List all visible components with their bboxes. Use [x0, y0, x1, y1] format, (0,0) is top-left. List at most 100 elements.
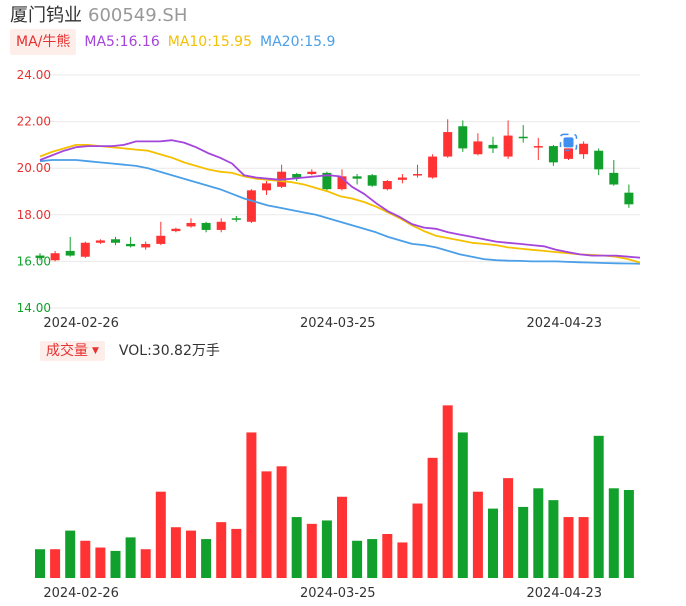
y-tick-label: 18.00 [17, 208, 51, 222]
volume-bar [201, 539, 212, 578]
volume-bar [518, 506, 529, 578]
candle-body [186, 222, 196, 227]
candle-body [594, 150, 604, 170]
volume-bar [503, 478, 514, 578]
candle-body [50, 253, 60, 261]
candle-body [397, 177, 407, 180]
candle-body [473, 141, 483, 155]
volume-bar [276, 466, 287, 578]
candle-body [95, 240, 105, 243]
volume-bar [110, 550, 121, 578]
volume-bar [488, 508, 498, 578]
event-marker-icon [563, 137, 574, 148]
volume-bar [261, 471, 272, 578]
volume-x-tick-label: 2024-03-25 [300, 586, 376, 601]
ma5-readout: MA5:16.16 [84, 34, 160, 50]
candle-body [518, 136, 528, 139]
volume-bar [442, 405, 453, 578]
candle-body [322, 172, 332, 190]
volume-bar [578, 517, 589, 578]
volume-x-tick-label: 2024-02-26 [43, 586, 119, 601]
volume-bar [186, 530, 196, 578]
volume-bar [35, 549, 45, 578]
candle-body [141, 243, 151, 248]
candle-body [216, 221, 226, 230]
candle-body [564, 148, 573, 159]
volume-selector[interactable]: 成交量 ▼ [40, 341, 105, 361]
candle-body [548, 146, 558, 163]
volume-bar [472, 491, 483, 578]
volume-bar [563, 517, 574, 578]
indicator-selector[interactable]: MA/牛熊 [10, 29, 77, 55]
candle-body [352, 176, 362, 179]
y-tick-label: 14.00 [17, 301, 51, 315]
volume-bar [337, 496, 347, 578]
volume-bar [623, 489, 634, 578]
volume-bar [352, 540, 363, 578]
volume-bar [140, 549, 151, 578]
event-marker-frame [559, 133, 578, 152]
stock-header: 厦门钨业 600549.SH [10, 4, 187, 28]
stock-name: 厦门钨业 [10, 5, 82, 26]
price-x-tick-label: 2024-02-26 [43, 316, 119, 331]
candle-body [382, 181, 392, 190]
volume-bar [533, 488, 544, 578]
candle-body [609, 172, 619, 185]
volume-readout: VOL:30.82万手 [118, 343, 220, 359]
ma-legend: MA/牛熊 MA5:16.16 MA10:15.95 MA20:15.9 [10, 29, 335, 55]
candle-body [579, 143, 589, 155]
volume-bar [291, 517, 302, 578]
volume-bar [125, 537, 136, 578]
candle-body [367, 175, 377, 186]
volume-bar [397, 542, 408, 578]
candle-body [126, 243, 136, 247]
candle-body [624, 192, 634, 205]
candle-body [307, 171, 317, 175]
volume-bar [367, 539, 378, 578]
caret-down-icon: ▼ [92, 346, 99, 356]
volume-bar [170, 527, 181, 578]
candle-body [533, 146, 543, 148]
volume-legend: 成交量 ▼ VOL:30.82万手 [40, 341, 220, 361]
price-x-tick-label: 2024-04-23 [527, 316, 603, 331]
candle-body [65, 250, 75, 256]
volume-bar [246, 432, 257, 578]
volume-bar [65, 530, 76, 578]
ma20-readout: MA20:15.9 [260, 34, 336, 50]
volume-bar [50, 549, 61, 578]
y-tick-label: 20.00 [17, 161, 51, 175]
candle-body [413, 174, 422, 176]
candle-body [156, 235, 166, 244]
volume-bar [231, 528, 242, 578]
candle-body [292, 174, 302, 178]
candle-body [488, 144, 498, 149]
y-tick-label: 16.00 [17, 254, 51, 268]
y-tick-label: 22.00 [17, 115, 51, 129]
candle-body [443, 132, 453, 157]
stock-code: 600549.SH [88, 5, 188, 26]
candle-body [231, 218, 241, 220]
candle-body [458, 126, 468, 149]
volume-bar [608, 488, 619, 578]
candle-body [503, 135, 513, 157]
candle-body [201, 222, 211, 230]
volume-bar [412, 503, 423, 578]
y-tick-label: 24.00 [17, 68, 51, 82]
candle-body [337, 176, 347, 190]
volume-bar [427, 457, 438, 578]
candle-body [35, 255, 45, 258]
volume-x-tick-label: 2024-04-23 [527, 586, 603, 601]
volume-bar [95, 547, 106, 578]
volume-bar [80, 540, 91, 578]
volume-bar [155, 491, 166, 578]
ma10-line [39, 143, 641, 264]
ma20-line [39, 159, 641, 265]
candle-body [428, 156, 438, 178]
volume-bar [321, 520, 332, 578]
volume-bar [548, 500, 559, 578]
candle-body [171, 228, 181, 232]
volume-bar [216, 522, 227, 578]
volume-bar [306, 523, 317, 578]
candle-body [246, 190, 256, 222]
